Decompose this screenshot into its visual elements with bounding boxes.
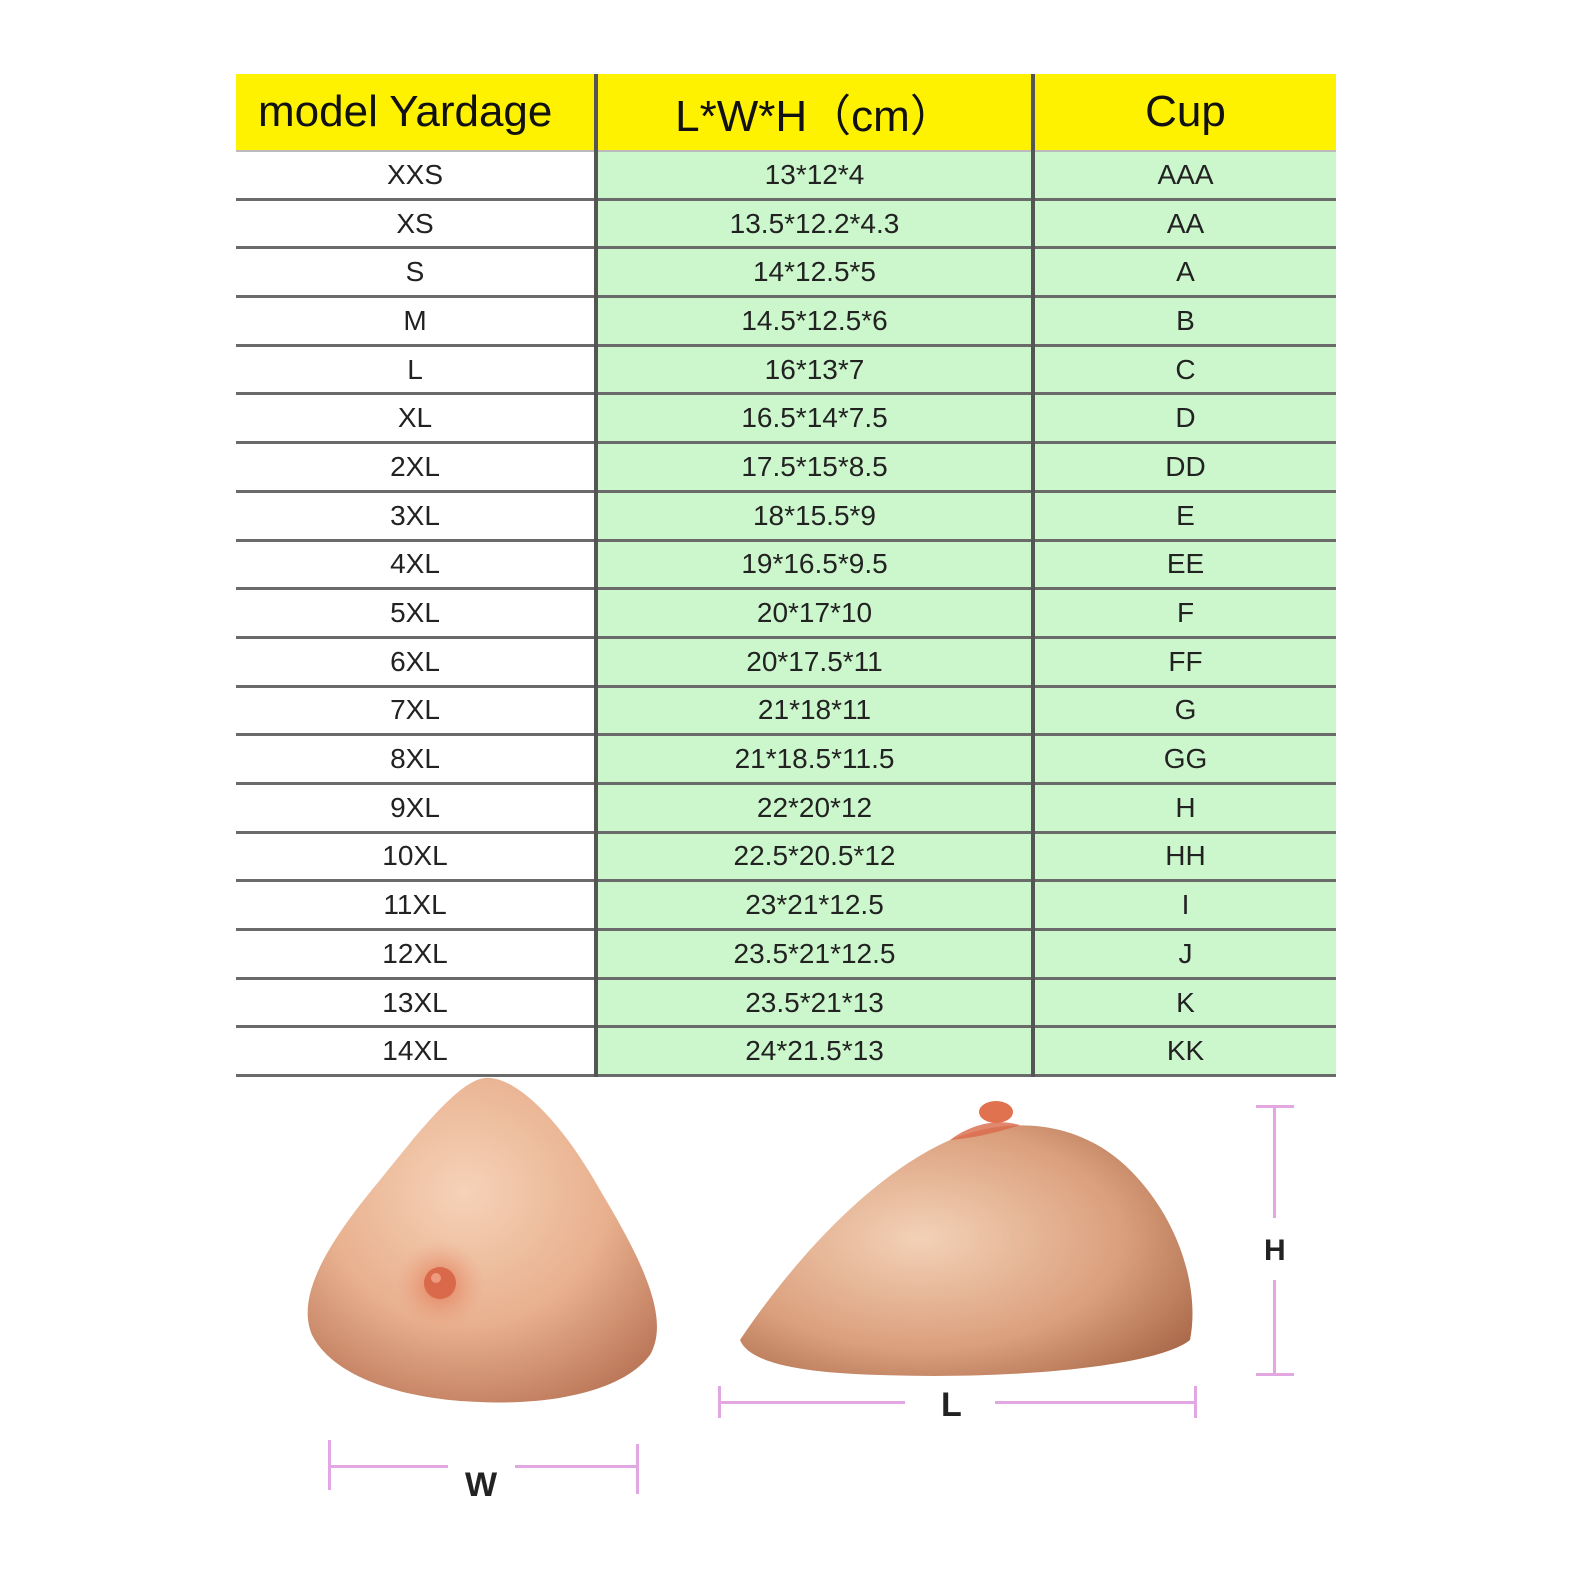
size-cell: XS (236, 199, 598, 250)
table-row: 9XL 22*20*12 H (236, 783, 1336, 834)
width-dimension-left-tick (328, 1440, 331, 1490)
dimensions-cell: 13.5*12.2*4.3 (596, 199, 1035, 250)
dimensions-cell: 22.5*20.5*12 (596, 832, 1035, 883)
size-cell: XXS (236, 151, 598, 201)
cup-cell: I (1033, 880, 1336, 931)
dimensions-cell: 14*12.5*5 (596, 247, 1035, 299)
cup-cell: GG (1033, 734, 1336, 785)
size-cell: 7XL (236, 686, 598, 737)
height-label: H (1264, 1234, 1286, 1267)
cup-cell: H (1033, 783, 1336, 834)
table-row: 8XL 21*18.5*11.5 GG (236, 734, 1336, 785)
dimensions-cell: 16*13*7 (596, 345, 1035, 396)
front-view-illustration (307, 1077, 657, 1403)
dimensions-cell: 20*17.5*11 (596, 637, 1035, 688)
table-row: S 14*12.5*5 A (236, 247, 1336, 299)
cup-cell: K (1033, 978, 1336, 1029)
length-dimension-line-right (995, 1401, 1195, 1404)
dimensions-cell: 24*21.5*13 (596, 1026, 1035, 1078)
table-row: XL 16.5*14*7.5 D (236, 393, 1336, 445)
dimensions-cell: 21*18*11 (596, 686, 1035, 737)
table-row: 6XL 20*17.5*11 FF (236, 637, 1336, 688)
cup-cell: G (1033, 686, 1336, 737)
table-row: L 16*13*7 C (236, 345, 1336, 396)
width-dimension-line-right (515, 1465, 637, 1468)
table-row: 4XL 19*16.5*9.5 EE (236, 540, 1336, 591)
dimensions-cell: 22*20*12 (596, 783, 1035, 834)
dimensions-cell: 14.5*12.5*6 (596, 296, 1035, 347)
table-row: 12XL 23.5*21*12.5 J (236, 929, 1336, 980)
cup-cell: D (1033, 393, 1336, 445)
size-cell: 13XL (236, 978, 598, 1029)
cup-cell: F (1033, 588, 1336, 639)
cup-cell: J (1033, 929, 1336, 980)
size-cell: 14XL (236, 1026, 598, 1078)
cup-cell: EE (1033, 540, 1336, 591)
height-dimension-line-bottom (1273, 1280, 1276, 1375)
table-row: 11XL 23*21*12.5 I (236, 880, 1336, 931)
dimensions-cell: 23*21*12.5 (596, 880, 1035, 931)
cup-cell: B (1033, 296, 1336, 347)
length-dimension-line-left (720, 1401, 905, 1404)
table-row: XS 13.5*12.2*4.3 AA (236, 199, 1336, 250)
dimensions-cell: 18*15.5*9 (596, 491, 1035, 542)
cup-cell: AA (1033, 199, 1336, 250)
width-label: W (465, 1466, 498, 1504)
table-row: 5XL 20*17*10 F (236, 588, 1336, 639)
size-cell: 3XL (236, 491, 598, 542)
header-cup: Cup (1033, 74, 1336, 152)
dimensions-cell: 23.5*21*12.5 (596, 929, 1035, 980)
table-row: 2XL 17.5*15*8.5 DD (236, 442, 1336, 493)
cup-cell: FF (1033, 637, 1336, 688)
table-row: 3XL 18*15.5*9 E (236, 491, 1336, 542)
cup-cell: A (1033, 247, 1336, 299)
cup-cell: DD (1033, 442, 1336, 493)
table-row: 13XL 23.5*21*13 K (236, 978, 1336, 1029)
width-dimension-right-tick (636, 1444, 639, 1494)
cup-cell: C (1033, 345, 1336, 396)
cup-cell: AAA (1033, 151, 1336, 201)
dimensions-cell: 23.5*21*13 (596, 978, 1035, 1029)
length-dimension-left-tick (718, 1386, 721, 1418)
size-cell: 4XL (236, 540, 598, 591)
size-cell: 11XL (236, 880, 598, 931)
height-dimension-line-top (1273, 1106, 1276, 1218)
size-cell: 10XL (236, 832, 598, 883)
table-row: 14XL 24*21.5*13 KK (236, 1026, 1336, 1078)
table-row: M 14.5*12.5*6 B (236, 296, 1336, 347)
size-chart-table: model Yardage L*W*H（cm） Cup XXS 13*12*4 AA… (236, 74, 1336, 1078)
dimensions-cell: 20*17*10 (596, 588, 1035, 639)
size-cell: XL (236, 393, 598, 445)
size-cell: 8XL (236, 734, 598, 785)
header-dimensions: L*W*H（cm） (596, 74, 1035, 152)
header-model-yardage: model Yardage (236, 74, 598, 152)
length-label: L (941, 1386, 962, 1424)
size-cell: 5XL (236, 588, 598, 639)
cup-cell: E (1033, 491, 1336, 542)
size-cell: L (236, 345, 598, 396)
size-cell: 9XL (236, 783, 598, 834)
length-dimension-right-tick (1194, 1386, 1197, 1418)
width-dimension-line-left (330, 1465, 448, 1468)
cup-cell: KK (1033, 1026, 1336, 1078)
size-cell: S (236, 247, 598, 299)
dimensions-cell: 19*16.5*9.5 (596, 540, 1035, 591)
size-cell: 2XL (236, 442, 598, 493)
dimensions-cell: 17.5*15*8.5 (596, 442, 1035, 493)
cup-cell: HH (1033, 832, 1336, 883)
size-cell: 6XL (236, 637, 598, 688)
table-row: 7XL 21*18*11 G (236, 686, 1336, 737)
size-cell: M (236, 296, 598, 347)
dimensions-cell: 16.5*14*7.5 (596, 393, 1035, 445)
dimensions-cell: 21*18.5*11.5 (596, 734, 1035, 785)
header-row: model Yardage L*W*H（cm） Cup (236, 74, 1336, 152)
size-cell: 12XL (236, 929, 598, 980)
table-row: 10XL 22.5*20.5*12 HH (236, 832, 1336, 883)
table-row: XXS 13*12*4 AAA (236, 151, 1336, 201)
dimensions-cell: 13*12*4 (596, 151, 1035, 201)
side-view-illustration (740, 1101, 1193, 1376)
